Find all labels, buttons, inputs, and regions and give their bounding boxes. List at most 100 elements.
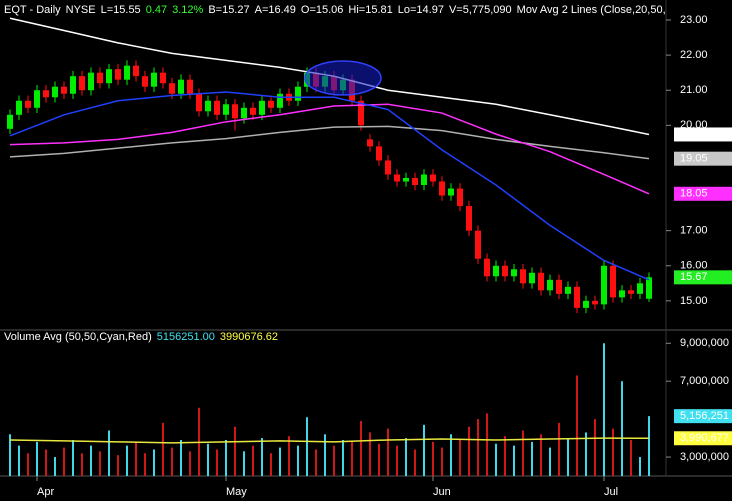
volume-bar	[648, 416, 650, 476]
volume-bar	[423, 424, 425, 476]
candle-body	[421, 174, 427, 186]
candle-body	[187, 79, 193, 94]
candle-body	[466, 206, 472, 231]
moving-average-line	[9, 103, 650, 195]
volume-bar	[576, 375, 578, 476]
volume-bar	[414, 449, 416, 476]
highlight-ellipse	[304, 60, 382, 96]
volume-bar	[495, 443, 497, 476]
volume-badge-label: 3,990,677	[680, 432, 729, 444]
volume-bar	[396, 445, 398, 476]
volume-bar	[36, 441, 38, 476]
volume-bar	[603, 343, 605, 476]
volume-bar	[288, 436, 290, 476]
candle-body	[457, 188, 463, 207]
volume-bar	[513, 445, 515, 476]
volume-y-tick-label: 3,000,000	[680, 451, 729, 463]
volume-bar	[486, 413, 488, 476]
candle-body	[115, 69, 121, 80]
header-item: Volume Avg (50,50,Cyan,Red)	[4, 331, 152, 343]
candle-body	[376, 146, 382, 161]
candle-body	[133, 65, 139, 77]
volume-bar	[234, 426, 236, 476]
volume-bar	[594, 419, 596, 476]
volume-bar	[189, 451, 191, 476]
header-item: B=15.27	[208, 4, 249, 16]
x-tick-label: Jul	[604, 486, 618, 498]
candle-body	[556, 279, 562, 294]
candle-body	[565, 286, 571, 294]
price-badge-label: 19.74	[680, 128, 708, 140]
candle-body	[412, 177, 418, 186]
candle-body	[214, 100, 220, 115]
volume-bar	[531, 441, 533, 476]
candle-body	[205, 100, 211, 112]
volume-badge	[674, 431, 732, 446]
candle-body	[628, 290, 634, 294]
candle-body	[637, 283, 643, 294]
volume-y-tick-label: 9,000,000	[680, 337, 729, 349]
header: Volume Avg (50,50,Cyan,Red) 5156251.00 399…	[4, 331, 278, 343]
volume-bar	[108, 430, 110, 476]
volume-bar	[351, 441, 353, 476]
volume-bar	[360, 421, 362, 476]
volume-bar	[135, 441, 137, 476]
candle-body	[439, 181, 445, 196]
volume-bar	[297, 445, 299, 476]
candle-body	[106, 69, 112, 84]
candle-body	[547, 279, 553, 291]
volume-bar	[558, 422, 560, 476]
candle-body	[646, 277, 652, 299]
volume-bar	[369, 432, 371, 476]
volume-bar	[63, 447, 65, 476]
header-item: 5156251.00	[157, 331, 215, 343]
candle-body	[385, 160, 391, 175]
candle-body	[493, 265, 499, 277]
volume-bar	[171, 447, 173, 476]
volume-bar	[252, 445, 254, 476]
candle-body	[295, 86, 301, 101]
y-tick-label: 23.00	[680, 14, 708, 26]
candle-body	[61, 86, 67, 94]
price-badge	[674, 127, 732, 142]
volume-bar	[477, 419, 479, 476]
y-tick-label: 22.00	[680, 49, 708, 61]
header-item: NYSE	[66, 4, 96, 16]
volume-bar	[18, 445, 20, 476]
volume-bar	[243, 451, 245, 476]
header-item: Mov Avg 2 Lines (Close,20,50,	[517, 4, 666, 16]
price-badge	[674, 151, 732, 166]
moving-average-line	[9, 125, 650, 160]
candle-body	[7, 114, 13, 129]
volume-bar	[306, 417, 308, 476]
volume-bar	[270, 453, 272, 476]
candle-body	[142, 76, 148, 87]
candle-body	[52, 86, 58, 98]
volume-bar	[540, 434, 542, 476]
candle-body	[367, 139, 373, 147]
volume-average-line	[9, 437, 650, 444]
candle-body	[97, 72, 103, 84]
volume-bar	[9, 434, 11, 476]
candle-body	[250, 107, 256, 115]
candle-body	[403, 177, 409, 182]
candle-body	[178, 79, 184, 94]
x-tick-label: Jun	[433, 486, 451, 498]
candle-body	[223, 104, 229, 115]
volume-bar	[378, 443, 380, 476]
candle-body	[502, 265, 508, 277]
price-badge-label: 18.05	[680, 188, 708, 200]
volume-bar	[90, 445, 92, 476]
x-tick-label: May	[226, 486, 247, 498]
candle-body	[448, 188, 454, 196]
volume-bar	[450, 434, 452, 476]
candle-body	[124, 65, 130, 80]
candle-body	[520, 269, 526, 284]
candle-body	[16, 100, 22, 115]
candle-body	[430, 174, 436, 182]
volume-bar	[162, 422, 164, 476]
candle-body	[610, 265, 616, 298]
volume-bar	[621, 381, 623, 476]
y-tick-label: 17.00	[680, 225, 708, 237]
